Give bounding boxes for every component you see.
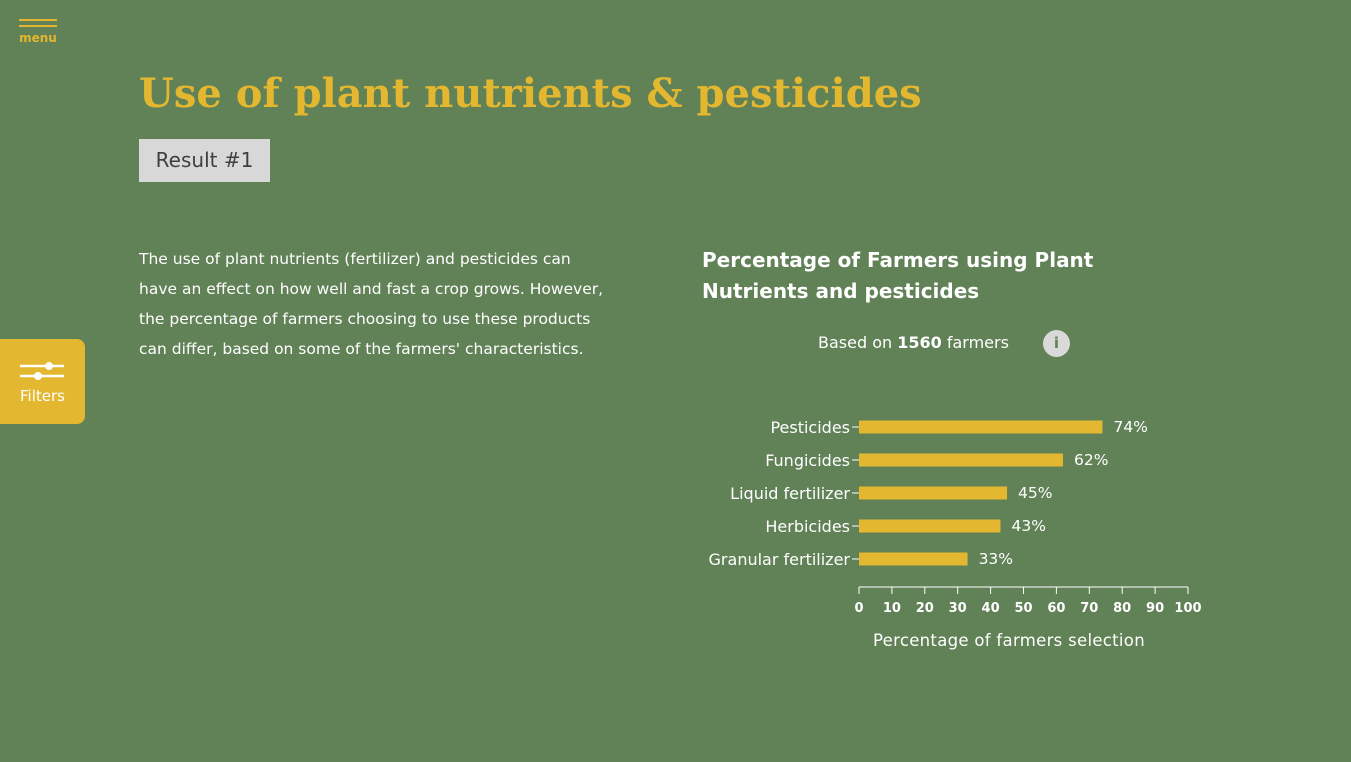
sample-size-note: Based on 1560 farmers: [818, 331, 1009, 355]
data-label: 43%: [1011, 517, 1045, 535]
menu-icon-bar: [19, 19, 57, 21]
x-tick-label: 10: [883, 601, 901, 616]
x-tick-label: 80: [1113, 601, 1131, 616]
data-label: 45%: [1018, 484, 1052, 502]
menu-label: menu: [19, 31, 57, 45]
bar: [859, 552, 968, 566]
bar: [859, 420, 1103, 434]
chart-title: Percentage of Farmers using Plant Nutrie…: [702, 248, 1094, 303]
filters-button[interactable]: Filters: [0, 339, 85, 424]
x-axis-label: Percentage of farmers selection: [873, 631, 1145, 650]
x-tick-label: 30: [949, 601, 967, 616]
x-tick-label: 70: [1080, 601, 1098, 616]
bar: [859, 486, 1008, 500]
data-label: 62%: [1074, 451, 1108, 469]
sliders-icon: [20, 362, 64, 380]
category-label: Fungicides: [765, 451, 850, 470]
intro-text: The use of plant nutrients (fertilizer) …: [139, 250, 604, 358]
farmer-count: 1560: [897, 333, 942, 352]
sample-size-prefix: Based on: [818, 333, 893, 352]
menu-button[interactable]: menu: [18, 18, 58, 48]
x-tick-label: 90: [1146, 601, 1164, 616]
menu-icon-bar: [19, 25, 57, 27]
category-label: Herbicides: [765, 517, 850, 536]
page-title: Use of plant nutrients & pesticides: [139, 70, 922, 117]
data-label: 33%: [979, 550, 1013, 568]
category-label: Liquid fertilizer: [730, 484, 850, 503]
x-tick-label: 100: [1174, 601, 1201, 616]
filters-label: Filters: [20, 387, 65, 405]
category-label: Granular fertilizer: [709, 550, 851, 569]
bar: [859, 453, 1063, 467]
x-tick-label: 20: [916, 601, 934, 616]
bar: [859, 519, 1001, 533]
x-tick-label: 50: [1014, 601, 1032, 616]
result-badge: Result #1: [139, 139, 270, 182]
sample-size-suffix: farmers: [946, 333, 1009, 352]
x-tick-label: 40: [982, 601, 1000, 616]
data-label: 74%: [1113, 418, 1147, 436]
info-icon[interactable]: i: [1043, 330, 1070, 357]
x-tick-label: 60: [1047, 601, 1065, 616]
x-tick-label: 0: [854, 601, 863, 616]
category-label: Pesticides: [770, 418, 850, 437]
